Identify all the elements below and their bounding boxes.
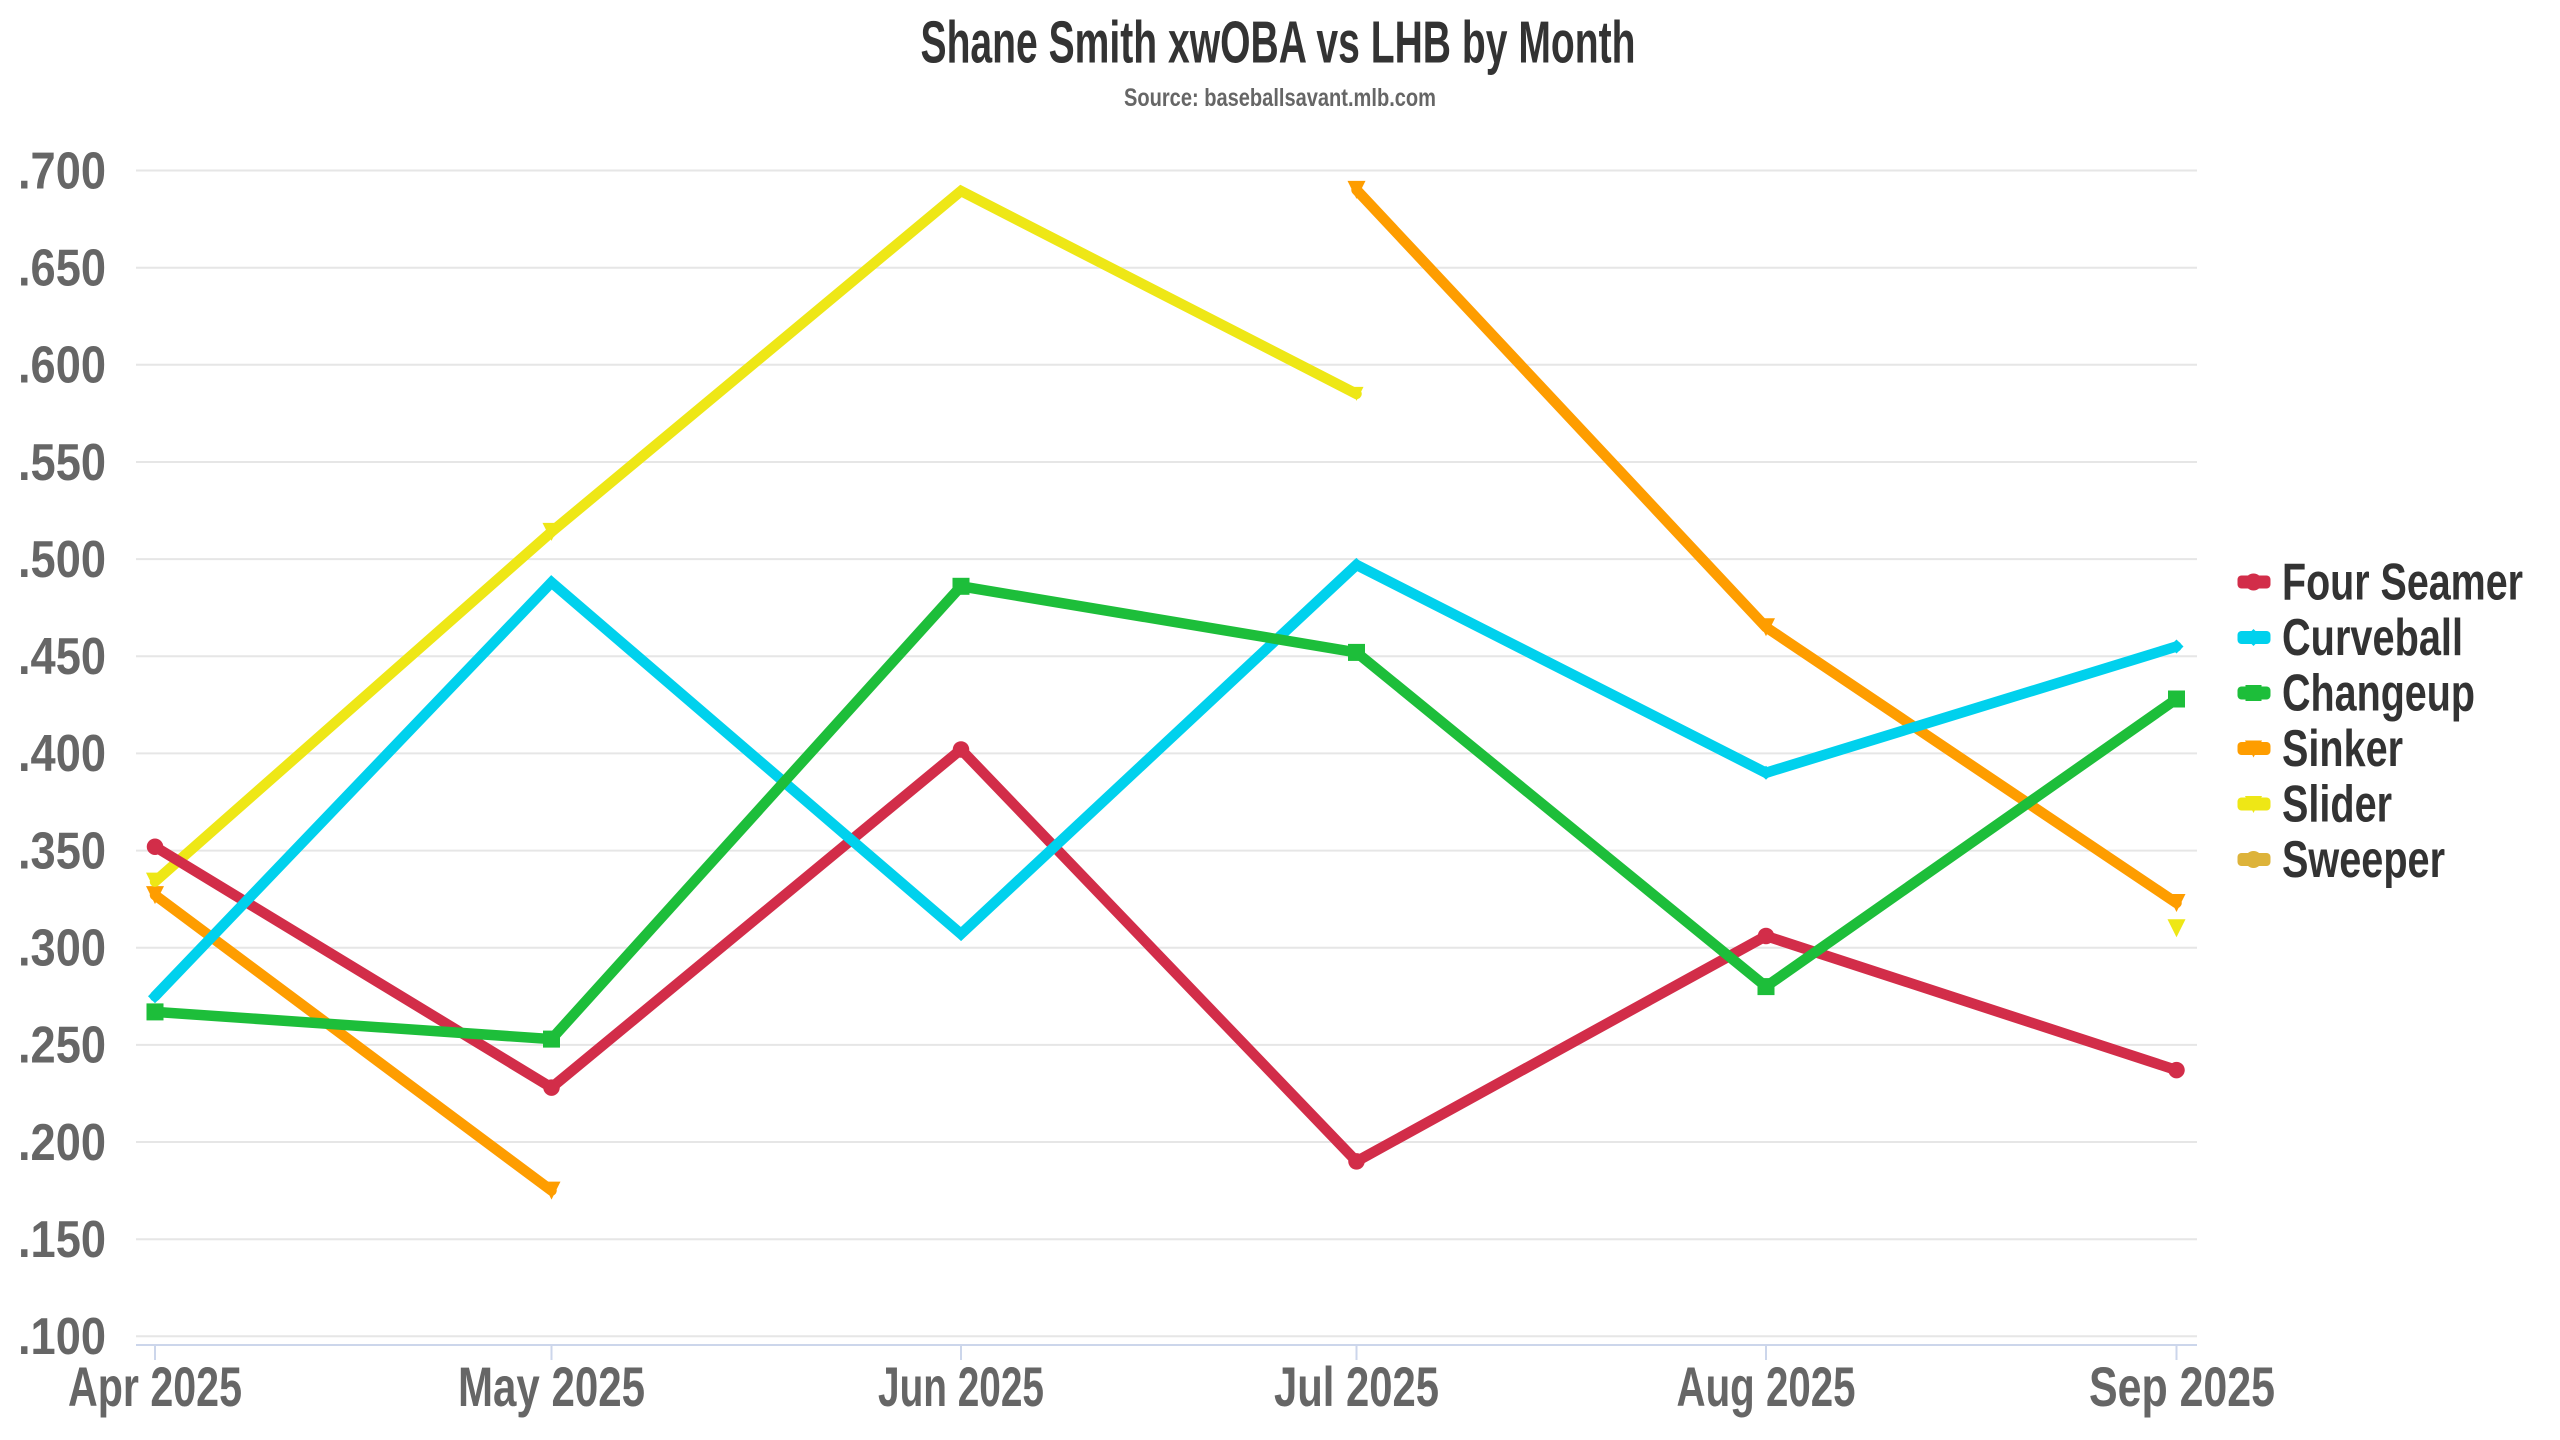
svg-text:.150: .150 xyxy=(18,1211,106,1269)
svg-text:Source: baseballsavant.mlb.com: Source: baseballsavant.mlb.com xyxy=(1124,84,1436,112)
svg-text:Jun 2025: Jun 2025 xyxy=(878,1355,1044,1418)
svg-text:.400: .400 xyxy=(18,725,106,783)
svg-text:.700: .700 xyxy=(18,142,106,200)
svg-text:May 2025: May 2025 xyxy=(458,1355,645,1418)
svg-text:.200: .200 xyxy=(18,1114,106,1172)
svg-text:.650: .650 xyxy=(18,240,106,298)
svg-text:Four Seamer: Four Seamer xyxy=(2282,553,2523,611)
svg-text:.250: .250 xyxy=(18,1017,106,1075)
svg-text:.450: .450 xyxy=(18,628,106,686)
svg-text:.100: .100 xyxy=(18,1308,106,1366)
svg-text:Jul 2025: Jul 2025 xyxy=(1274,1355,1439,1418)
svg-text:Shane Smith xwOBA vs LHB by Mo: Shane Smith xwOBA vs LHB by Month xyxy=(921,10,1636,76)
svg-text:Changeup: Changeup xyxy=(2282,664,2475,722)
svg-text:.550: .550 xyxy=(18,434,106,492)
svg-text:.600: .600 xyxy=(18,337,106,395)
svg-text:.300: .300 xyxy=(18,920,106,978)
svg-text:.500: .500 xyxy=(18,531,106,589)
svg-text:Curveball: Curveball xyxy=(2282,608,2463,666)
svg-text:Sep 2025: Sep 2025 xyxy=(2089,1355,2275,1418)
svg-text:.350: .350 xyxy=(18,822,106,880)
svg-text:Sweeper: Sweeper xyxy=(2282,830,2445,888)
svg-text:Slider: Slider xyxy=(2282,775,2392,833)
svg-text:Aug 2025: Aug 2025 xyxy=(1677,1355,1856,1418)
svg-text:Sinker: Sinker xyxy=(2282,719,2403,777)
svg-text:Apr 2025: Apr 2025 xyxy=(68,1355,242,1418)
